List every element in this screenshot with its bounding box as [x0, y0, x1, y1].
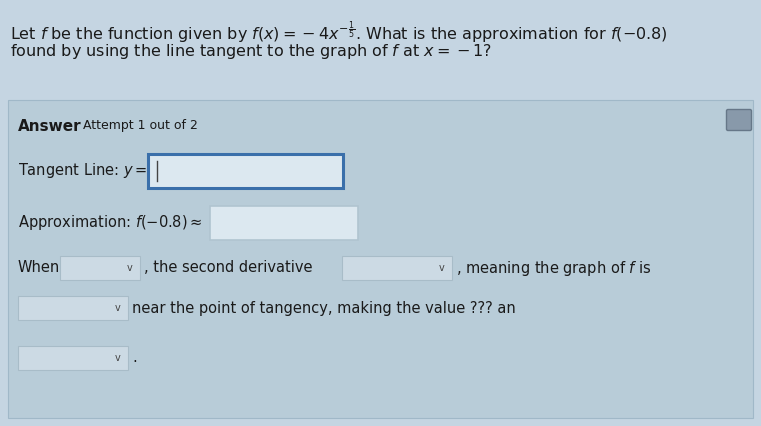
FancyBboxPatch shape	[148, 154, 343, 188]
FancyBboxPatch shape	[342, 256, 452, 280]
Text: near the point of tangency, making the value ??? an: near the point of tangency, making the v…	[132, 300, 516, 316]
FancyBboxPatch shape	[8, 100, 753, 418]
Text: v: v	[127, 263, 133, 273]
Text: , meaning the graph of $f$ is: , meaning the graph of $f$ is	[456, 259, 651, 277]
Text: .: .	[132, 351, 137, 366]
Text: v: v	[115, 303, 121, 313]
Text: found by using the line tangent to the graph of $f$ at $x=-1$?: found by using the line tangent to the g…	[10, 42, 492, 61]
Bar	[0, 0, 761, 96]
FancyBboxPatch shape	[18, 296, 128, 320]
Text: v: v	[439, 263, 445, 273]
Text: When: When	[18, 261, 60, 276]
Text: Attempt 1 out of 2: Attempt 1 out of 2	[75, 119, 198, 132]
Text: Tangent Line: $y=$: Tangent Line: $y=$	[18, 161, 148, 181]
FancyBboxPatch shape	[210, 206, 358, 240]
Text: , the second derivative: , the second derivative	[144, 261, 313, 276]
FancyBboxPatch shape	[18, 346, 128, 370]
FancyBboxPatch shape	[727, 109, 752, 130]
Text: Answer: Answer	[18, 119, 81, 134]
Text: Approximation: $f(-0.8)\approx$: Approximation: $f(-0.8)\approx$	[18, 213, 202, 233]
Text: Let $f$ be the function given by $f(x)=-4x^{-\frac{1}{5}}$. What is the approxim: Let $f$ be the function given by $f(x)=-…	[10, 20, 667, 46]
FancyBboxPatch shape	[60, 256, 140, 280]
Text: v: v	[115, 353, 121, 363]
